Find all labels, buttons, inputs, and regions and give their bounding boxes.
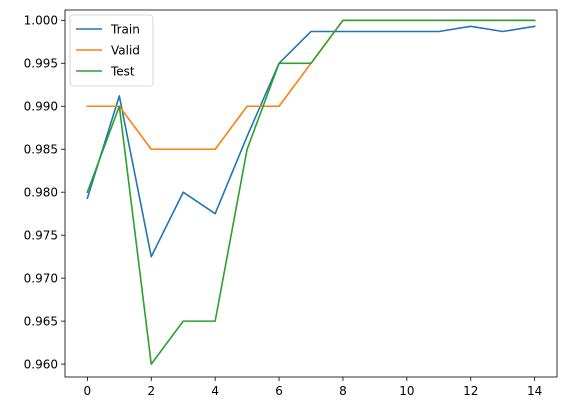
y-tick-label: 1.000 [24,14,58,28]
y-tick-label: 0.995 [24,56,58,70]
legend-box [69,14,154,87]
x-tick-label: 10 [399,384,414,398]
x-axis: 0 2 4 6 8 10 12 14 [84,377,542,398]
y-axis: 0.960 0.965 0.970 0.975 0.980 0.985 0.990 0.995… [24,14,65,371]
y-tick-label: 0.990 [24,99,58,113]
x-tick-label: 0 [84,384,92,398]
legend: Train Valid Test [69,14,154,87]
series-line-test [86,19,536,365]
x-tick-label: 2 [147,384,155,398]
legend-label-test: Test [110,64,135,78]
y-tick-label: 0.985 [24,142,58,156]
x-tick-label: 4 [211,384,219,398]
x-tick-label: 14 [527,384,542,398]
y-tick-label: 0.980 [24,185,58,199]
y-tick-label: 0.960 [24,357,58,371]
legend-label-valid: Valid [111,43,140,57]
x-tick-label: 6 [275,384,283,398]
y-tick-label: 0.965 [24,314,58,328]
series-layer [86,19,536,365]
series-line-train [86,25,536,258]
y-tick-label: 0.970 [24,271,58,285]
legend-label-train: Train [110,22,140,36]
plot-frame [64,9,558,378]
x-tick-label: 12 [463,384,478,398]
y-tick-label: 0.975 [24,228,58,242]
x-tick-label: 8 [339,384,347,398]
